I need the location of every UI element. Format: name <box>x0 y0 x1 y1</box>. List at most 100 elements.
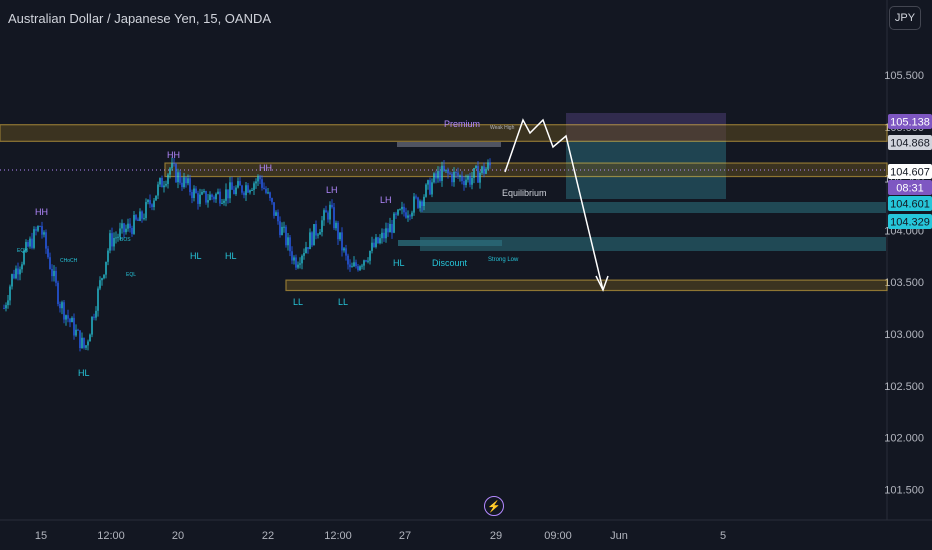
candle-body <box>351 266 353 268</box>
candle-body <box>335 222 337 229</box>
structure-label: LH <box>380 195 392 205</box>
candle-body <box>3 308 5 310</box>
candle-body <box>423 196 425 206</box>
candle-body <box>119 228 121 237</box>
candle-body <box>473 168 475 178</box>
candle-body <box>147 200 149 203</box>
structure-label: Discount <box>432 258 468 268</box>
candle-body <box>413 196 415 213</box>
candle-body <box>397 209 399 215</box>
candle-body <box>253 183 255 190</box>
candle-body <box>155 195 157 201</box>
candle-body <box>447 169 449 174</box>
candle-body <box>437 171 439 179</box>
lightning-bolt-icon[interactable]: ⚡ <box>484 496 504 516</box>
candle-body <box>433 173 435 183</box>
candle-body <box>337 222 339 240</box>
structure-label: HH <box>259 163 272 173</box>
candle-body <box>441 165 443 181</box>
candle-body <box>61 302 63 309</box>
candle-body <box>345 248 347 256</box>
candle-body <box>439 171 441 181</box>
candle-body <box>453 171 455 183</box>
candle-body <box>455 171 457 173</box>
price-tag-label: 104.329 <box>890 217 930 229</box>
candle-body <box>7 300 9 306</box>
candle-body <box>347 255 349 265</box>
candle-body <box>333 207 335 229</box>
price-tag-label: 104.601 <box>890 199 930 211</box>
candle-body <box>273 202 275 216</box>
candle-body <box>137 219 139 221</box>
candle-body <box>435 173 437 179</box>
candle-body <box>275 212 277 216</box>
candle-body <box>257 176 259 182</box>
candle-body <box>185 177 187 184</box>
candle-body <box>475 166 477 169</box>
candle-body <box>461 175 463 182</box>
fvg-box-lower <box>420 237 886 251</box>
candle-body <box>129 223 131 228</box>
candle-body <box>263 187 265 189</box>
candle-body <box>459 175 461 177</box>
candle-body <box>31 238 33 248</box>
candle-body <box>319 232 321 235</box>
candle-body <box>111 233 113 247</box>
candle-body <box>331 204 333 208</box>
candle-body <box>223 200 225 203</box>
candle-body <box>479 172 481 183</box>
candle-body <box>63 302 65 320</box>
candle-body <box>55 270 57 283</box>
candle-body <box>281 226 283 235</box>
candle-body <box>135 215 137 220</box>
candle-body <box>231 182 233 190</box>
candle-body <box>73 317 75 336</box>
candle-body <box>299 263 301 265</box>
candle-body <box>149 200 151 205</box>
y-tick-label: 102.000 <box>884 433 924 445</box>
candle-body <box>363 260 365 266</box>
candle-body <box>191 192 193 199</box>
currency-button[interactable]: JPY <box>889 6 921 30</box>
candle-body <box>343 248 345 251</box>
candle-body <box>83 337 85 348</box>
candle-body <box>315 224 317 236</box>
candle-body <box>167 174 169 184</box>
candle-body <box>371 242 373 251</box>
candle-body <box>411 212 413 217</box>
x-tick-label: 15 <box>35 530 47 542</box>
candle-body <box>141 211 143 219</box>
candle-body <box>409 215 411 217</box>
candle-body <box>415 196 417 198</box>
candle-body <box>269 192 271 199</box>
candle-body <box>325 210 327 213</box>
candle-body <box>21 264 23 270</box>
candle-body <box>295 257 297 268</box>
candle-body <box>449 173 451 175</box>
candle-body <box>283 226 285 228</box>
candle-body <box>417 197 419 208</box>
price-tag <box>888 114 932 129</box>
candle-body <box>177 172 179 183</box>
structure-label: EQL <box>126 272 136 278</box>
candle-body <box>221 202 223 204</box>
candle-body <box>311 232 313 246</box>
structure-label: HH <box>167 150 180 160</box>
candle-body <box>467 175 469 180</box>
candle-body <box>195 188 197 194</box>
candle-body <box>401 206 403 210</box>
candle-body <box>143 218 145 220</box>
price-tag-label: 104.607 <box>890 167 930 179</box>
candle-body <box>15 268 17 279</box>
y-tick-label: 103.500 <box>884 277 924 289</box>
candle-body <box>427 180 429 185</box>
weak-high-box <box>397 142 501 147</box>
candle-body <box>301 255 303 264</box>
candle-body <box>127 223 129 229</box>
candle-body <box>37 226 39 231</box>
candle-body <box>179 172 181 183</box>
candle-body <box>65 315 67 320</box>
candle-body <box>201 192 203 195</box>
candle-body <box>261 179 263 188</box>
